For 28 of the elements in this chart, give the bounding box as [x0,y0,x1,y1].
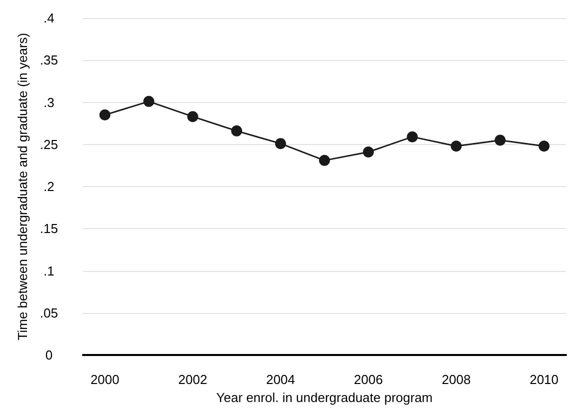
y-tick-label: 0 [45,348,53,363]
y-tick-label: .1 [44,263,54,278]
point [143,96,154,107]
point [406,131,418,142]
point [450,140,462,152]
point [275,138,286,150]
x-tick-label: 2010 [530,372,559,388]
point [318,154,330,166]
x-axis-title: Year enrol. in undergraduate program [216,390,433,405]
x-tick-label: 2000 [90,372,120,388]
y-tick-label: .25 [40,136,58,152]
y-tick-label: .35 [40,52,58,68]
point [494,134,506,146]
x-tick-label: 2004 [266,372,296,388]
x-tick-label: 2002 [178,372,208,388]
y-tick-label: .15 [40,221,58,236]
point [99,109,110,120]
y-tick-label: .4 [44,10,54,26]
point [187,111,198,122]
x-tick-label: 2006 [354,372,383,388]
point [538,140,550,152]
point [231,125,242,136]
point [362,146,374,158]
y-tick-label: .05 [40,305,58,320]
y-axis-title: Time between undergraduate and graduate (in years) [15,32,30,340]
y-tick-label: .3 [44,94,54,110]
x-tick-label: 2008 [442,372,471,388]
y-tick-label: .2 [44,179,54,194]
